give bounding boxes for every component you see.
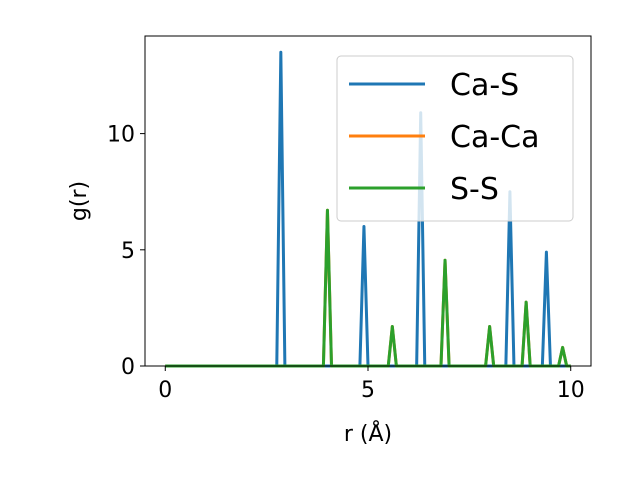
y-tick-label: 10 [107,123,135,148]
legend-label-s-s: S-S [450,172,499,207]
x-axis-label: r (Å) [344,420,392,447]
legend-label-ca-ca: Ca-Ca [450,120,540,155]
legend-box [336,55,574,222]
legend-label-ca-s: Ca-S [450,68,519,103]
x-tick-label: 10 [557,378,585,403]
y-axis-label: g(r) [67,181,92,221]
x-axis-ticks: 0 5 10 [158,366,585,403]
y-axis-ticks: 0 5 10 [107,123,145,380]
x-tick-label: 0 [158,378,172,403]
y-tick-label: 0 [121,355,135,380]
y-tick-label: 5 [121,239,135,264]
x-tick-label: 5 [361,378,375,403]
legend: Ca-S Ca-Ca S-S [336,55,574,222]
